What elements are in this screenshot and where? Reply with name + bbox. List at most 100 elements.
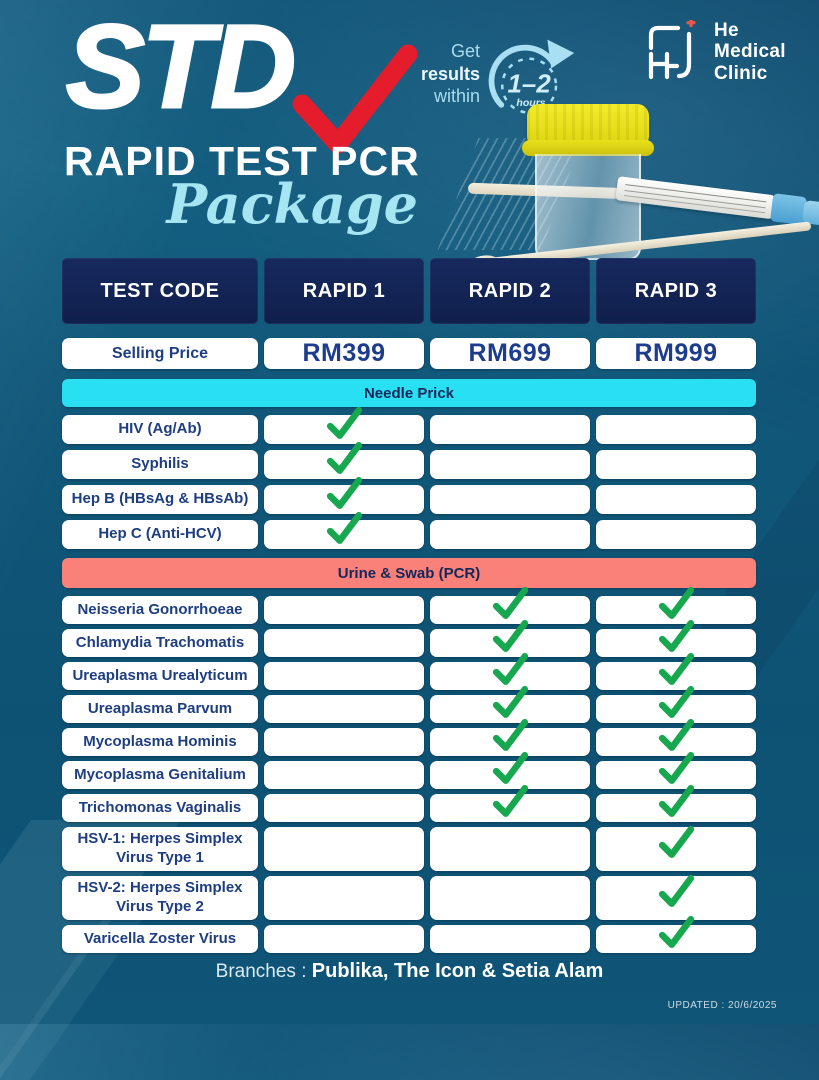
check-icon bbox=[658, 874, 695, 907]
check-cell bbox=[596, 915, 756, 953]
logo-line: Medical bbox=[714, 41, 786, 63]
check-cell bbox=[596, 685, 756, 723]
results-time-text: Get results within bbox=[396, 28, 480, 108]
empty-cell bbox=[430, 485, 590, 514]
column-header: RAPID 1 bbox=[264, 258, 424, 324]
test-name-cell: Hep B (HBsAg & HBsAb) bbox=[62, 485, 258, 514]
check-cell bbox=[596, 619, 756, 657]
test-name-cell: HSV-1: Herpes Simplex Virus Type 1 bbox=[62, 827, 258, 871]
check-cell bbox=[264, 441, 424, 479]
empty-cell bbox=[264, 876, 424, 920]
price-value: RM399 bbox=[264, 338, 424, 369]
svg-text:1–2: 1–2 bbox=[508, 70, 552, 98]
hej-monogram-icon bbox=[648, 20, 696, 80]
empty-cell bbox=[264, 596, 424, 624]
clinic-logo-text: He Medical Clinic bbox=[714, 20, 786, 84]
check-cell bbox=[596, 586, 756, 624]
table-row: TEST CODE RAPID 1 RAPID 2 RAPID 3 bbox=[62, 258, 756, 324]
empty-cell bbox=[596, 450, 756, 479]
page-subtitle: RAPID TEST PCR bbox=[64, 138, 420, 184]
check-cell bbox=[430, 751, 590, 789]
check-cell bbox=[596, 825, 756, 871]
check-cell bbox=[264, 476, 424, 514]
price-row-label: Selling Price bbox=[62, 338, 258, 369]
section-header-bar: Urine & Swab (PCR) bbox=[62, 558, 756, 588]
package-script-title: Package bbox=[166, 172, 418, 236]
check-icon bbox=[492, 652, 529, 685]
check-cell bbox=[430, 619, 590, 657]
table-row: Mycoplasma Hominis bbox=[62, 718, 756, 756]
empty-cell bbox=[264, 761, 424, 789]
check-icon bbox=[326, 406, 363, 439]
test-name-cell: Trichomonas Vaginalis bbox=[62, 794, 258, 822]
cup-cap-lip bbox=[522, 140, 654, 156]
table-row: Selling Price RM399 RM699 RM999 bbox=[62, 338, 756, 369]
empty-cell bbox=[596, 520, 756, 549]
check-icon bbox=[492, 586, 529, 619]
empty-cell bbox=[596, 485, 756, 514]
empty-cell bbox=[264, 794, 424, 822]
check-cell bbox=[596, 751, 756, 789]
test-name-cell: Hep C (Anti-HCV) bbox=[62, 520, 258, 549]
logo-line: Clinic bbox=[714, 62, 768, 84]
empty-cell bbox=[430, 827, 590, 871]
test-name-cell: Ureaplasma Urealyticum bbox=[62, 662, 258, 690]
branches-value: Publika, The Icon & Setia Alam bbox=[311, 960, 604, 982]
table-row: Neisseria Gonorrhoeae bbox=[62, 586, 756, 624]
check-cell bbox=[264, 511, 424, 549]
check-icon bbox=[658, 784, 695, 817]
updated-date: UPDATED : 20/6/2025 bbox=[667, 1000, 777, 1011]
logo-line: He bbox=[714, 20, 739, 42]
badge-line: results bbox=[420, 63, 480, 84]
check-cell bbox=[596, 784, 756, 822]
section-header-bar: Needle Prick bbox=[62, 379, 756, 407]
table-row: Trichomonas Vaginalis bbox=[62, 784, 756, 822]
check-icon bbox=[492, 718, 529, 751]
check-cell bbox=[430, 586, 590, 624]
column-header: RAPID 2 bbox=[430, 258, 590, 324]
page-title: STD bbox=[65, 1, 298, 133]
check-icon bbox=[492, 619, 529, 652]
empty-cell bbox=[264, 629, 424, 657]
clock-icon: 1–2 hours bbox=[488, 39, 575, 114]
check-icon bbox=[658, 915, 695, 948]
red-check-icon bbox=[292, 44, 418, 154]
check-icon bbox=[658, 586, 695, 619]
test-name-cell: HSV-2: Herpes Simplex Virus Type 2 bbox=[62, 876, 258, 920]
table-row: Varicella Zoster Virus bbox=[62, 915, 756, 953]
check-cell bbox=[430, 652, 590, 690]
check-cell bbox=[596, 718, 756, 756]
test-name-cell: Syphilis bbox=[62, 450, 258, 479]
check-icon bbox=[492, 751, 529, 784]
check-icon bbox=[658, 685, 695, 718]
test-name-cell: Ureaplasma Parvum bbox=[62, 695, 258, 723]
check-icon bbox=[326, 511, 363, 544]
check-icon bbox=[492, 685, 529, 718]
empty-cell bbox=[264, 695, 424, 723]
specimen-photo bbox=[430, 90, 819, 273]
empty-cell bbox=[430, 450, 590, 479]
check-icon bbox=[326, 441, 363, 474]
test-name-cell: Chlamydia Trachomatis bbox=[62, 629, 258, 657]
test-name-cell: HIV (Ag/Ab) bbox=[62, 415, 258, 444]
check-icon bbox=[658, 751, 695, 784]
empty-cell bbox=[264, 925, 424, 953]
empty-cell bbox=[430, 520, 590, 549]
check-icon bbox=[658, 652, 695, 685]
table-row: HSV-1: Herpes Simplex Virus Type 1 bbox=[62, 825, 756, 871]
empty-cell bbox=[430, 415, 590, 444]
empty-cell bbox=[264, 662, 424, 690]
check-cell bbox=[430, 685, 590, 723]
test-name-cell: Neisseria Gonorrhoeae bbox=[62, 596, 258, 624]
table-row: Ureaplasma Urealyticum bbox=[62, 652, 756, 690]
price-value: RM699 bbox=[430, 338, 590, 369]
price-value: RM999 bbox=[596, 338, 756, 369]
empty-cell bbox=[264, 728, 424, 756]
table-row: Ureaplasma Parvum bbox=[62, 685, 756, 723]
table-row: Hep B (HBsAg & HBsAb) bbox=[62, 476, 756, 514]
check-cell bbox=[596, 874, 756, 920]
test-name-cell: Mycoplasma Genitalium bbox=[62, 761, 258, 789]
empty-cell bbox=[430, 925, 590, 953]
branches-label: Branches : bbox=[215, 961, 307, 982]
results-time-badge: Get results within 1–2 hours bbox=[396, 28, 580, 128]
